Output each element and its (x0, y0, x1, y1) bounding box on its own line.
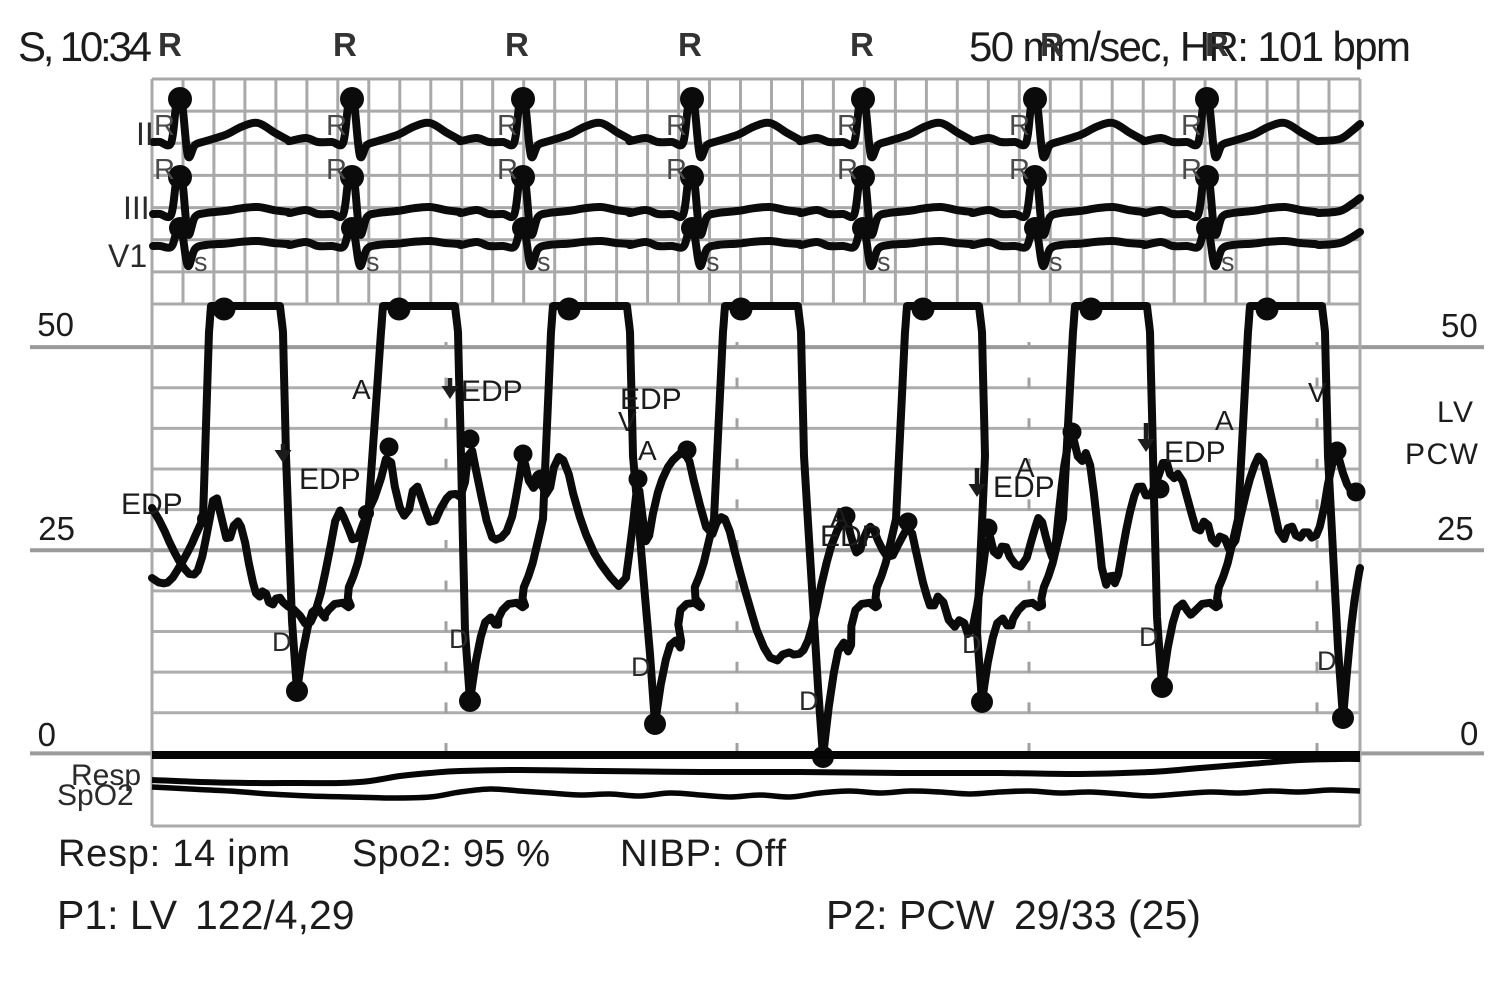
svg-text:25: 25 (1437, 510, 1474, 547)
svg-text:50 mm/sec, HR: 101 bpm: 50 mm/sec, HR: 101 bpm (969, 23, 1411, 70)
svg-text:s: s (1049, 247, 1063, 277)
svg-text:EDP: EDP (461, 375, 523, 408)
svg-text:R: R (1009, 154, 1030, 186)
svg-text:R: R (1181, 154, 1202, 186)
svg-text:R: R (154, 110, 175, 142)
svg-text:P2: PCW: P2: PCW (826, 892, 995, 938)
svg-text:R: R (497, 110, 518, 142)
svg-text:S, 10:34: S, 10:34 (18, 23, 152, 70)
svg-text:SpO2: SpO2 (57, 779, 134, 812)
svg-text:s: s (366, 247, 380, 277)
svg-text:EDP: EDP (1164, 436, 1226, 469)
svg-text:V: V (618, 406, 637, 437)
svg-text:R: R (497, 154, 518, 186)
svg-text:s: s (706, 247, 720, 277)
svg-text:R: R (837, 154, 858, 186)
svg-text:A: A (352, 374, 371, 405)
svg-text:25: 25 (38, 510, 75, 547)
svg-text:0: 0 (38, 716, 56, 753)
svg-text:EDP: EDP (820, 520, 882, 553)
svg-text:NIBP: Off: NIBP: Off (620, 833, 786, 875)
svg-text:s: s (194, 247, 208, 277)
svg-text:122/4,29: 122/4,29 (195, 892, 355, 938)
svg-text:A: A (830, 502, 849, 533)
svg-text:R: R (326, 154, 347, 186)
svg-text:R: R (333, 26, 357, 63)
svg-text:P1: LV: P1: LV (57, 892, 178, 938)
svg-text:D: D (1139, 622, 1159, 652)
svg-text:II: II (136, 116, 154, 152)
svg-text:D: D (1317, 646, 1337, 676)
svg-text:D: D (962, 629, 982, 659)
svg-text:V: V (1308, 377, 1327, 408)
svg-text:EDP: EDP (993, 471, 1055, 504)
svg-text:PCW: PCW (1405, 438, 1479, 471)
svg-text:EDP: EDP (121, 488, 183, 521)
svg-text:Resp: 14 ipm: Resp: 14 ipm (58, 833, 290, 875)
svg-text:D: D (631, 652, 651, 682)
svg-text:R: R (678, 26, 702, 63)
svg-text:III: III (123, 190, 150, 226)
svg-text:s: s (877, 247, 891, 277)
svg-text:R: R (154, 154, 175, 186)
svg-text:D: D (449, 624, 469, 654)
svg-text:R: R (850, 26, 874, 63)
svg-text:R: R (326, 110, 347, 142)
svg-text:s: s (1221, 247, 1235, 277)
svg-text:50: 50 (37, 306, 74, 343)
svg-text:EDP: EDP (299, 463, 361, 496)
svg-text:Spo2: 95 %: Spo2: 95 % (352, 833, 550, 875)
svg-text:D: D (272, 627, 292, 657)
svg-text:LV: LV (1437, 396, 1473, 429)
svg-text:D: D (799, 686, 819, 716)
svg-text:R: R (158, 26, 182, 63)
svg-text:A: A (1016, 452, 1035, 483)
svg-text:R: R (1205, 26, 1229, 63)
svg-text:R: R (505, 26, 529, 63)
svg-text:V1: V1 (108, 238, 147, 274)
svg-text:R: R (666, 154, 687, 186)
svg-text:R: R (666, 110, 687, 142)
svg-text:0: 0 (1460, 715, 1478, 752)
svg-text:A: A (638, 435, 657, 466)
svg-text:29/33 (25): 29/33 (25) (1014, 892, 1201, 938)
svg-text:EDP: EDP (620, 383, 682, 416)
svg-text:s: s (537, 247, 551, 277)
svg-text:R: R (1040, 26, 1064, 63)
svg-text:A: A (1215, 405, 1234, 436)
svg-text:R: R (1009, 110, 1030, 142)
svg-text:R: R (837, 110, 858, 142)
svg-text:Resp: Resp (71, 759, 141, 792)
svg-text:R: R (1181, 110, 1202, 142)
svg-text:50: 50 (1441, 307, 1478, 344)
